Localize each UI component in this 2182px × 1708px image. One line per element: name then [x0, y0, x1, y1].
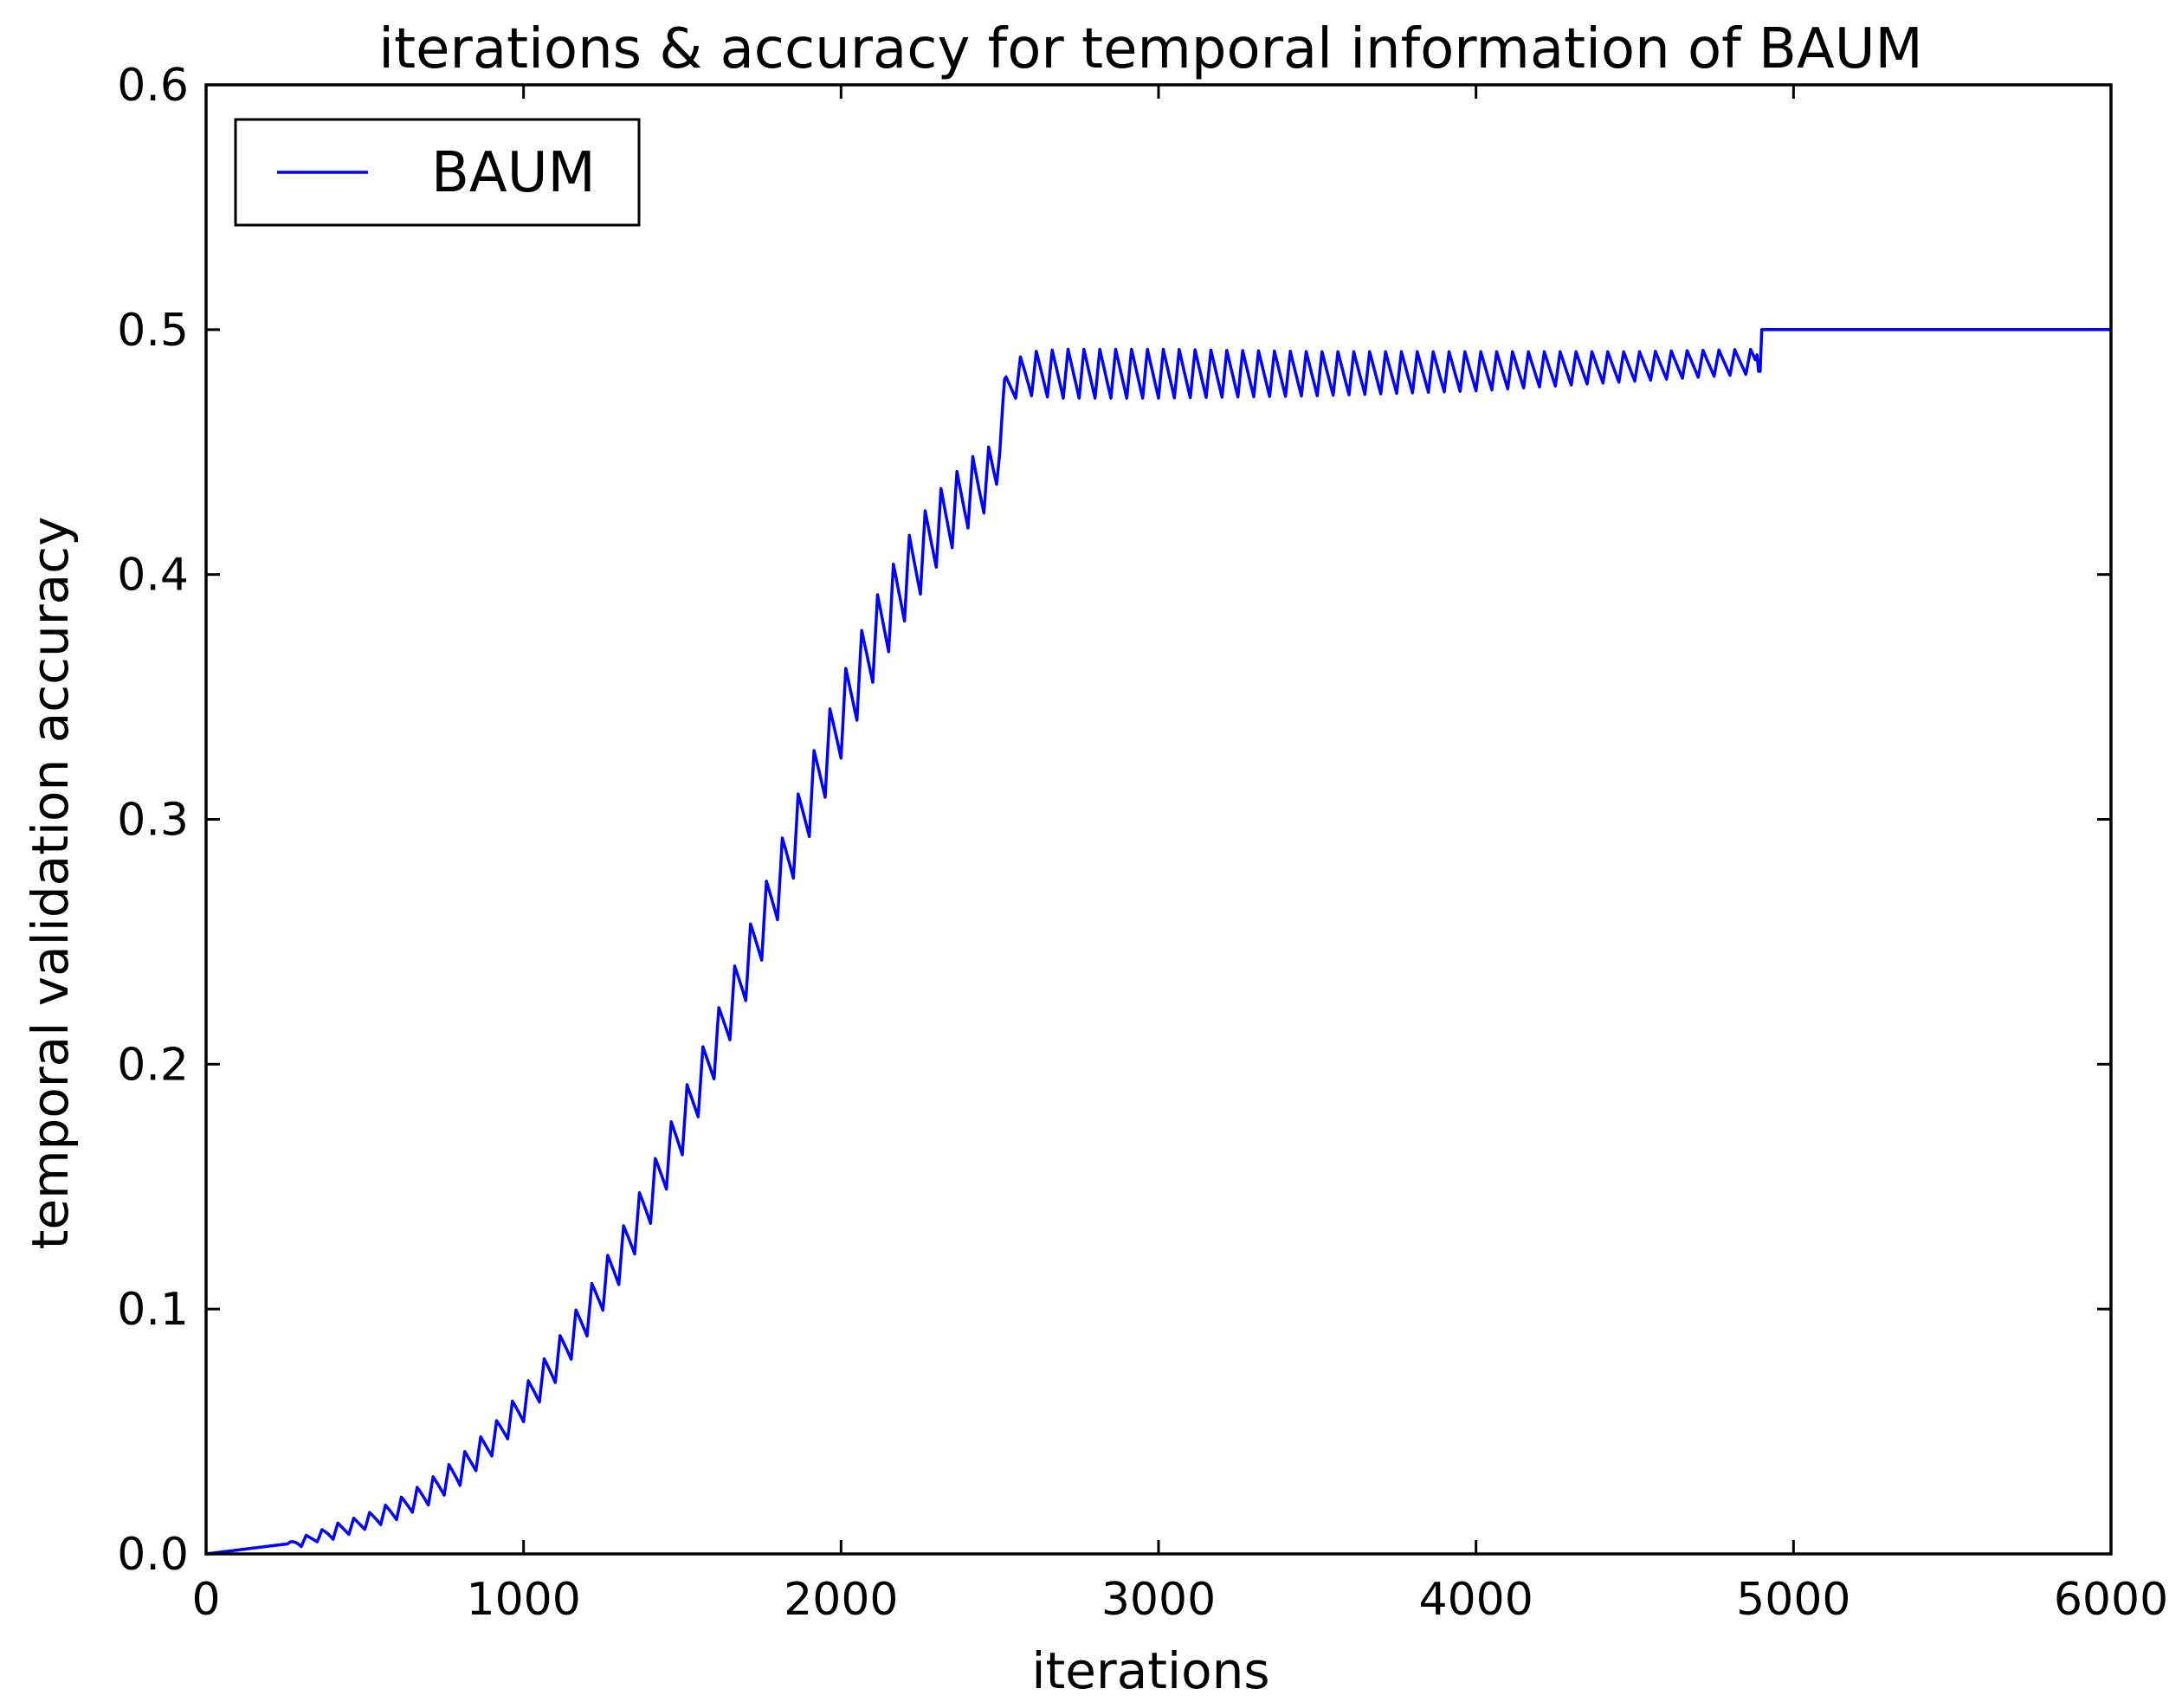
axis-ticks	[204, 83, 2113, 1556]
legend-label-baum: BAUM	[431, 141, 596, 205]
plot-frame	[204, 83, 2113, 1556]
x-tick-label: 3000	[1101, 1574, 1216, 1626]
y-tick-label: 0.2	[117, 1039, 189, 1091]
x-axis-label: iterations	[1031, 1641, 1269, 1700]
y-tick-label: 0.6	[117, 60, 189, 112]
y-tick-label: 0.3	[117, 795, 189, 847]
x-tick-label: 0	[191, 1574, 220, 1626]
x-tick-label: 4000	[1418, 1574, 1533, 1626]
legend: BAUM	[234, 118, 641, 227]
series-line-baum	[205, 328, 2111, 1556]
y-tick-label: 0.1	[117, 1284, 189, 1336]
x-tick-label: 1000	[466, 1574, 580, 1626]
x-tick-label: 6000	[2054, 1574, 2168, 1626]
chart-title: iterations & accuracy for temporal infor…	[378, 17, 1923, 81]
x-tick-label: 2000	[784, 1574, 898, 1626]
tick-labels: 0 1000 2000 3000 4000 5000 6000 0.0 0.1 0.2 0.3 0.4…	[117, 60, 2168, 1626]
y-tick-label: 0.0	[117, 1529, 189, 1581]
y-tick-label: 0.5	[117, 305, 189, 357]
y-tick-label: 0.4	[117, 550, 189, 602]
x-tick-label: 5000	[1736, 1574, 1850, 1626]
y-axis-label: temporal validation accuracy	[21, 517, 80, 1250]
